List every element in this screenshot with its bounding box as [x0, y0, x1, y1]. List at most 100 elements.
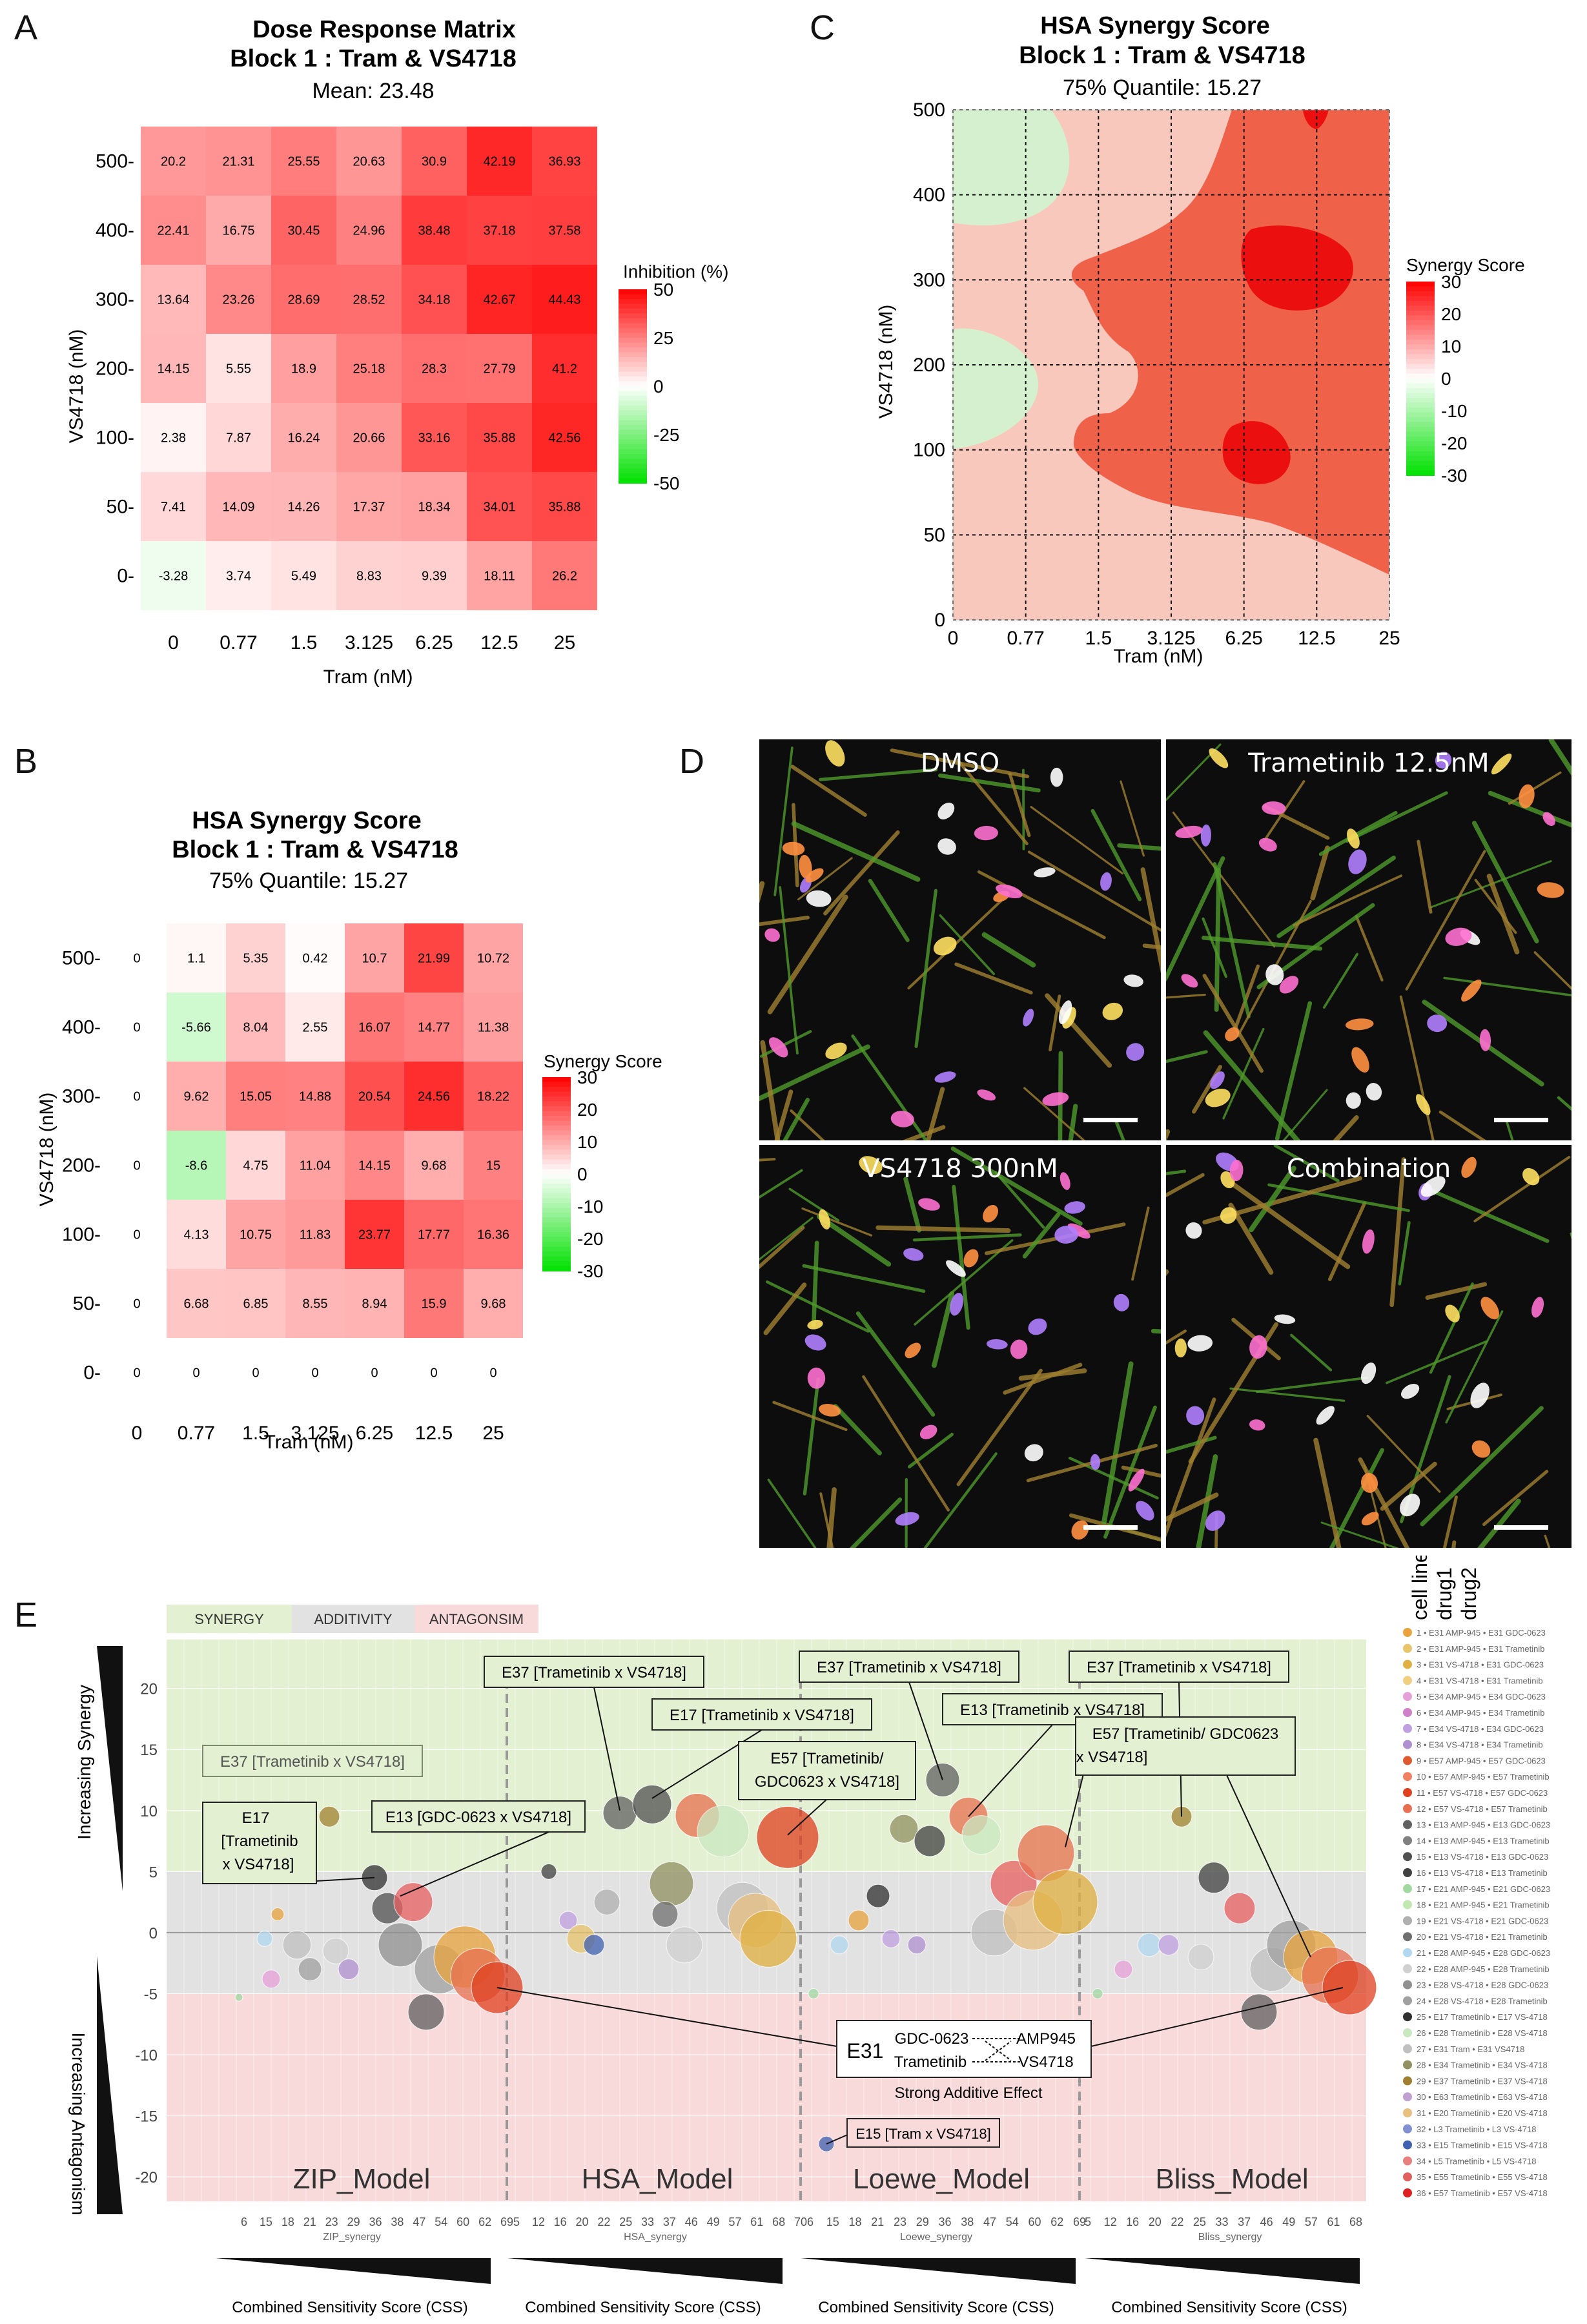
cell-nucleus [1225, 1027, 1240, 1042]
cell-process [1417, 839, 1433, 914]
legend-swatch [542, 1155, 571, 1160]
legend-swatch [1406, 325, 1435, 331]
cell-process [923, 1452, 998, 1548]
cell-process [1166, 1169, 1187, 1176]
heatmap-cell [464, 1062, 523, 1131]
cell-nucleus [1123, 974, 1143, 987]
legend-swatch [1406, 460, 1435, 466]
legend-dot [1403, 2012, 1412, 2022]
x-tick-label: 25 [482, 1423, 504, 1444]
cell-process [803, 1377, 820, 1496]
micrograph-label: Trametinib 12.5nM [1248, 748, 1490, 778]
synergy-bubble [271, 1908, 285, 1922]
legend-swatch [1406, 344, 1435, 350]
cell-nucleus [1351, 1047, 1369, 1073]
x-tick-label: 6.25 [1225, 628, 1262, 649]
legend-swatch [1406, 320, 1435, 326]
legend-dot [1403, 1884, 1412, 1893]
cell-value: 7.41 [161, 500, 186, 515]
legend-swatch [619, 420, 647, 426]
heatmap-cell [404, 923, 464, 992]
legend-swatch [1406, 349, 1435, 355]
heatmap-cell [167, 1269, 226, 1338]
x-tick-label: 6.25 [356, 1423, 393, 1444]
annotation-text: GDC-0623 [895, 2030, 969, 2048]
legend-item: 19 • E21 VS-4718 • E21 GDC-0623 [1417, 1916, 1548, 1926]
legend-swatch [1406, 311, 1435, 316]
contour-region-positive [1071, 110, 1389, 575]
cell-process [1030, 806, 1124, 875]
legend-swatch [542, 1188, 571, 1194]
synergy-wedge [97, 1646, 123, 1891]
cell-process [875, 1225, 1011, 1233]
cell-nucleus [819, 1209, 830, 1230]
heatmap-cell [206, 472, 271, 541]
y-tick-label: 50 [924, 524, 945, 546]
cell-value: 28.69 [287, 293, 320, 307]
heatmap-cell [285, 1269, 345, 1338]
x-tick-label: 20 [576, 2216, 589, 2228]
legend-swatch [1406, 388, 1435, 394]
cell-nucleus [1265, 964, 1284, 985]
cell-nucleus [1362, 1229, 1375, 1254]
heatmap-cell [467, 127, 532, 196]
cell-nucleus [1249, 1419, 1265, 1431]
x-tick-label: 15 [826, 2216, 839, 2228]
cell-value: 14.09 [222, 500, 254, 515]
cell-value: 0 [133, 1090, 140, 1104]
cell-process [1045, 993, 1112, 1068]
legend-tick: -10 [577, 1197, 603, 1217]
cell-nucleus [1348, 849, 1367, 874]
synergy-bubble [961, 1815, 1001, 1855]
scale-bar [1494, 1525, 1548, 1530]
legend-swatch [1406, 282, 1435, 287]
heatmap-cell [345, 1131, 404, 1200]
cell-value: 11.04 [300, 1159, 331, 1173]
chart-summary: Mean: 23.48 [312, 79, 434, 103]
cell-nucleus [1345, 1018, 1374, 1031]
cell-nucleus [996, 884, 1023, 899]
synergy-bubble [282, 1930, 312, 1960]
legend-item: 31 • E20 Trametinib • E20 VS-4718 [1417, 2108, 1548, 2118]
synergy-bubble [907, 1935, 927, 1955]
legend-item: 29 • E37 Trametinib • E37 VS-4718 [1417, 2076, 1548, 2086]
legend-dot [1403, 1868, 1412, 1877]
heatmap-cell [141, 403, 206, 472]
cell-nucleus [1185, 1222, 1202, 1239]
cell-nucleus [1024, 1444, 1043, 1462]
x-tick-label: 18 [282, 2216, 294, 2228]
css-wedge-loewe [801, 2258, 1076, 2284]
heatmap-cell [532, 196, 597, 265]
x-tick-label: 1.5 [1085, 628, 1112, 649]
contour-region-negative [953, 328, 1039, 449]
annotation-zip-e13: E13 [GDC-0623 x VS4718] [371, 1800, 586, 1833]
cell-value: 5.49 [291, 570, 316, 584]
legend-swatch [619, 449, 647, 455]
synergy-bubble [666, 1926, 703, 1964]
heatmap-cell [141, 265, 206, 334]
y-axis-label: VS4718 (nM) [875, 305, 897, 419]
cell-process [819, 768, 938, 781]
cell-process [1451, 1540, 1457, 1548]
heatmap-cell [402, 196, 467, 265]
legend-dot [1403, 1643, 1412, 1653]
x-tick-label: 21 [871, 2216, 884, 2228]
cell-process [1322, 952, 1358, 1009]
cell-nucleus [806, 890, 832, 907]
legend-dot [1403, 2092, 1412, 2102]
cell-process [1166, 1129, 1171, 1140]
cell-value: 22.41 [157, 224, 189, 238]
cell-nucleus [1400, 1383, 1420, 1399]
legend-swatch [542, 1261, 571, 1267]
cell-value: 42.19 [483, 155, 515, 169]
cell-value: 0 [489, 1366, 497, 1381]
cell-process [1214, 1512, 1218, 1548]
legend-tick: 0 [577, 1164, 588, 1184]
legend-tick: -50 [653, 473, 679, 493]
cell-process [977, 870, 1106, 940]
legend-swatch [1406, 407, 1435, 413]
cell-process [802, 1264, 926, 1293]
legend-swatch [542, 1266, 571, 1271]
cell-value: 11.38 [478, 1021, 509, 1035]
y-axis-label: VS4718 (nM) [36, 1093, 57, 1207]
